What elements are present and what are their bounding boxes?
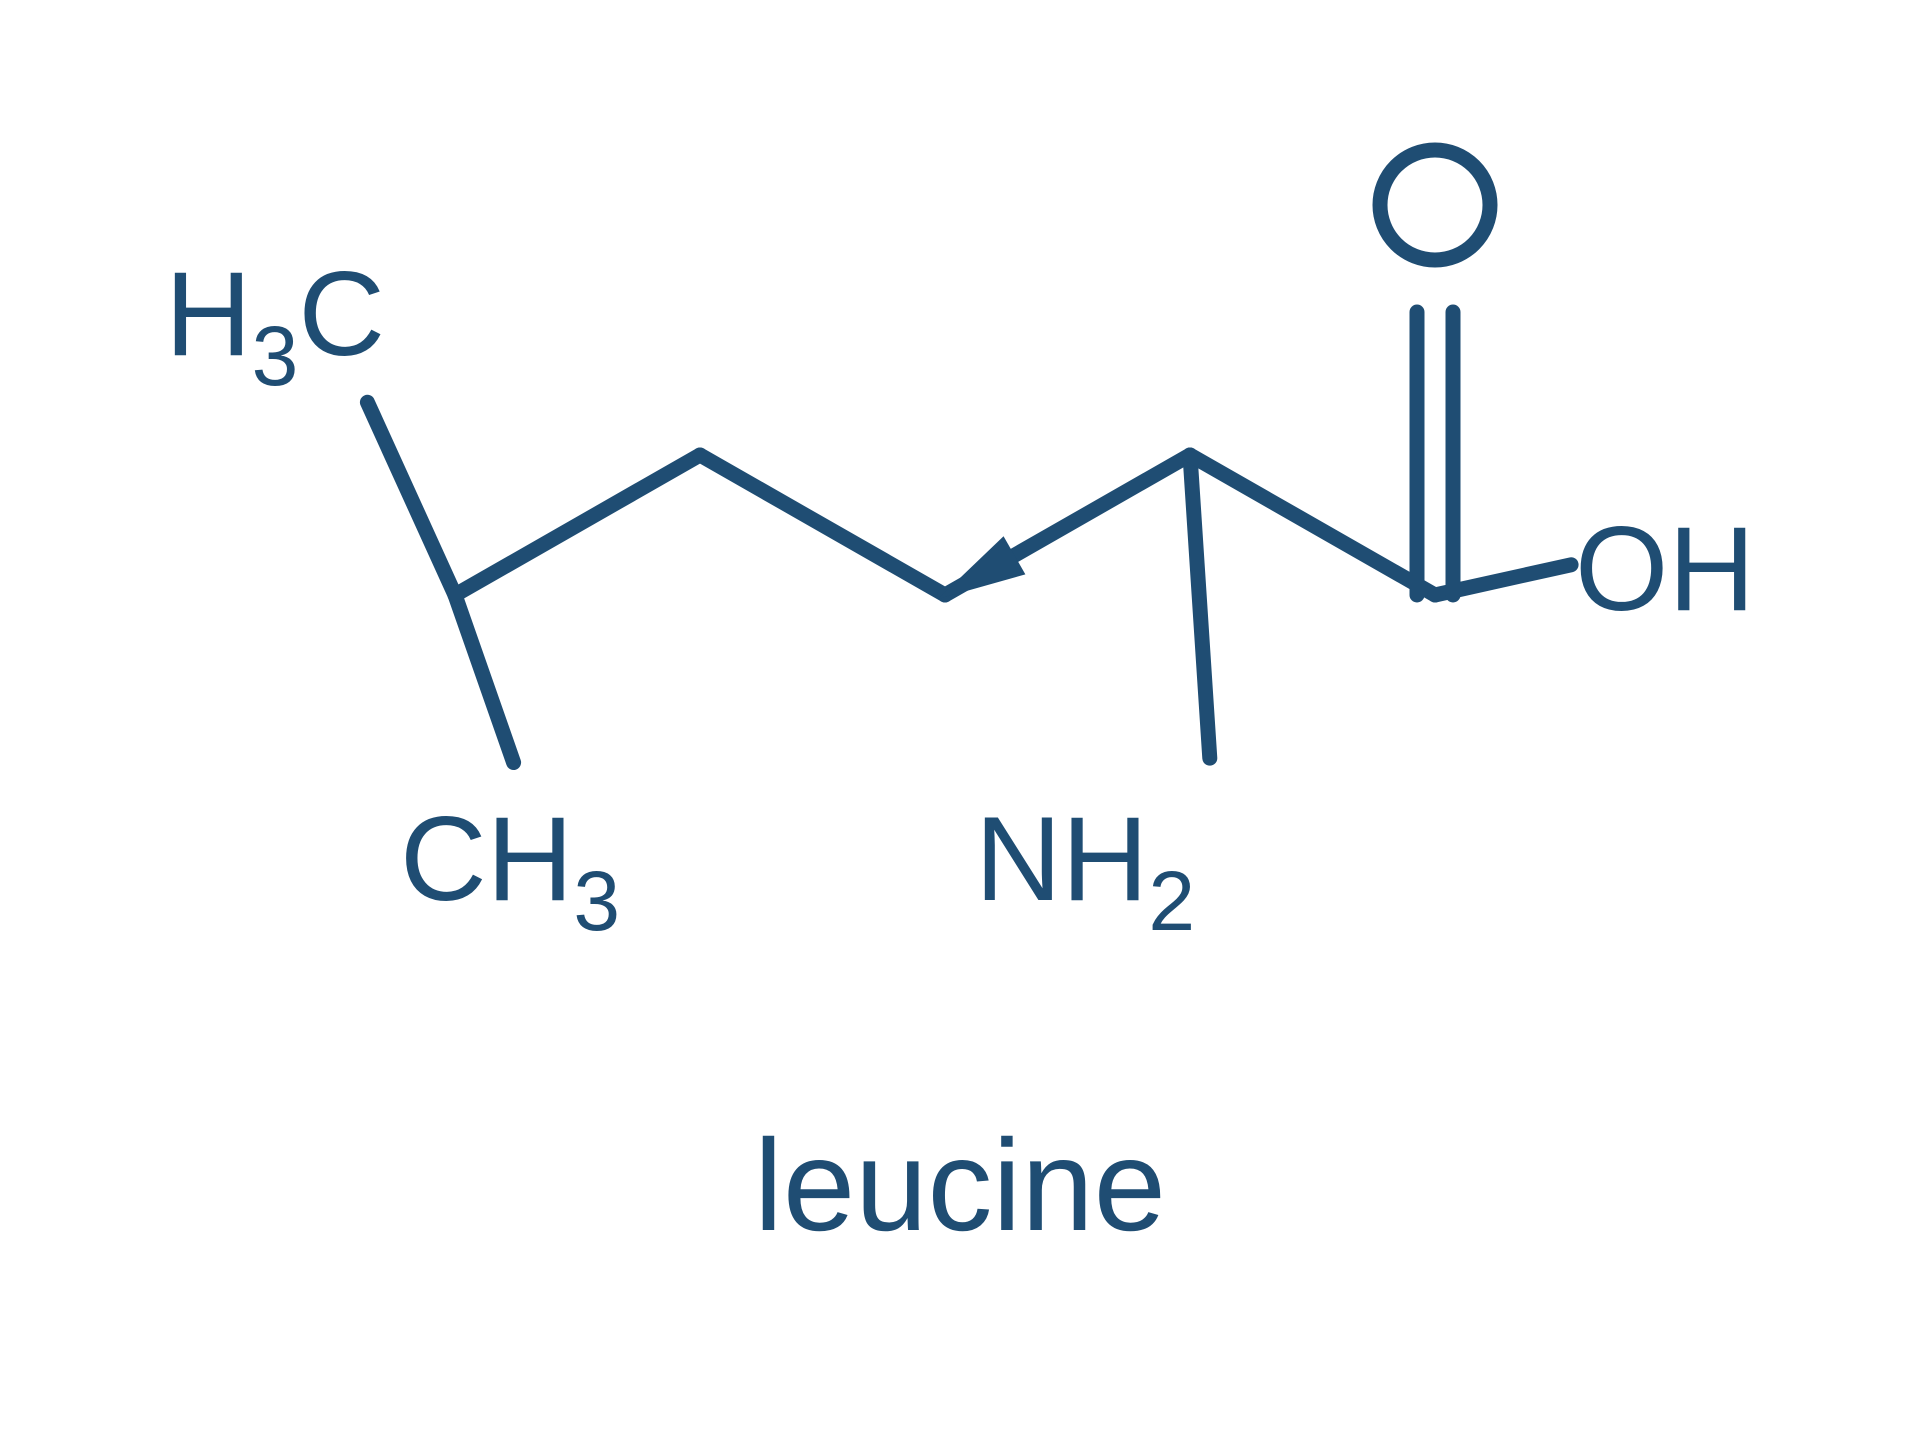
atom-label-ch3_bot: CH3 (400, 792, 620, 948)
oxygen-atom-circle (1380, 150, 1490, 260)
atom-labels: H3C CH3 NH2 OH (165, 247, 1755, 948)
bond (455, 455, 700, 595)
bond (1190, 455, 1210, 758)
bond (700, 455, 945, 595)
double-bond-group (1417, 312, 1453, 595)
molecule-title: leucine (754, 1112, 1166, 1258)
atom-label-nh2: NH2 (975, 792, 1195, 948)
molecule-diagram: H3C CH3 NH2 OH leucine (0, 0, 1920, 1433)
stereo-wedge (938, 536, 1025, 599)
atom-label-oh: OH (1575, 502, 1755, 636)
atom-label-h3c_top: H3C (165, 247, 385, 403)
bond (455, 595, 514, 762)
bond (1190, 455, 1435, 595)
bond (367, 402, 455, 595)
wedge-triangle (938, 536, 1025, 599)
oxygen-circle (1380, 150, 1490, 260)
